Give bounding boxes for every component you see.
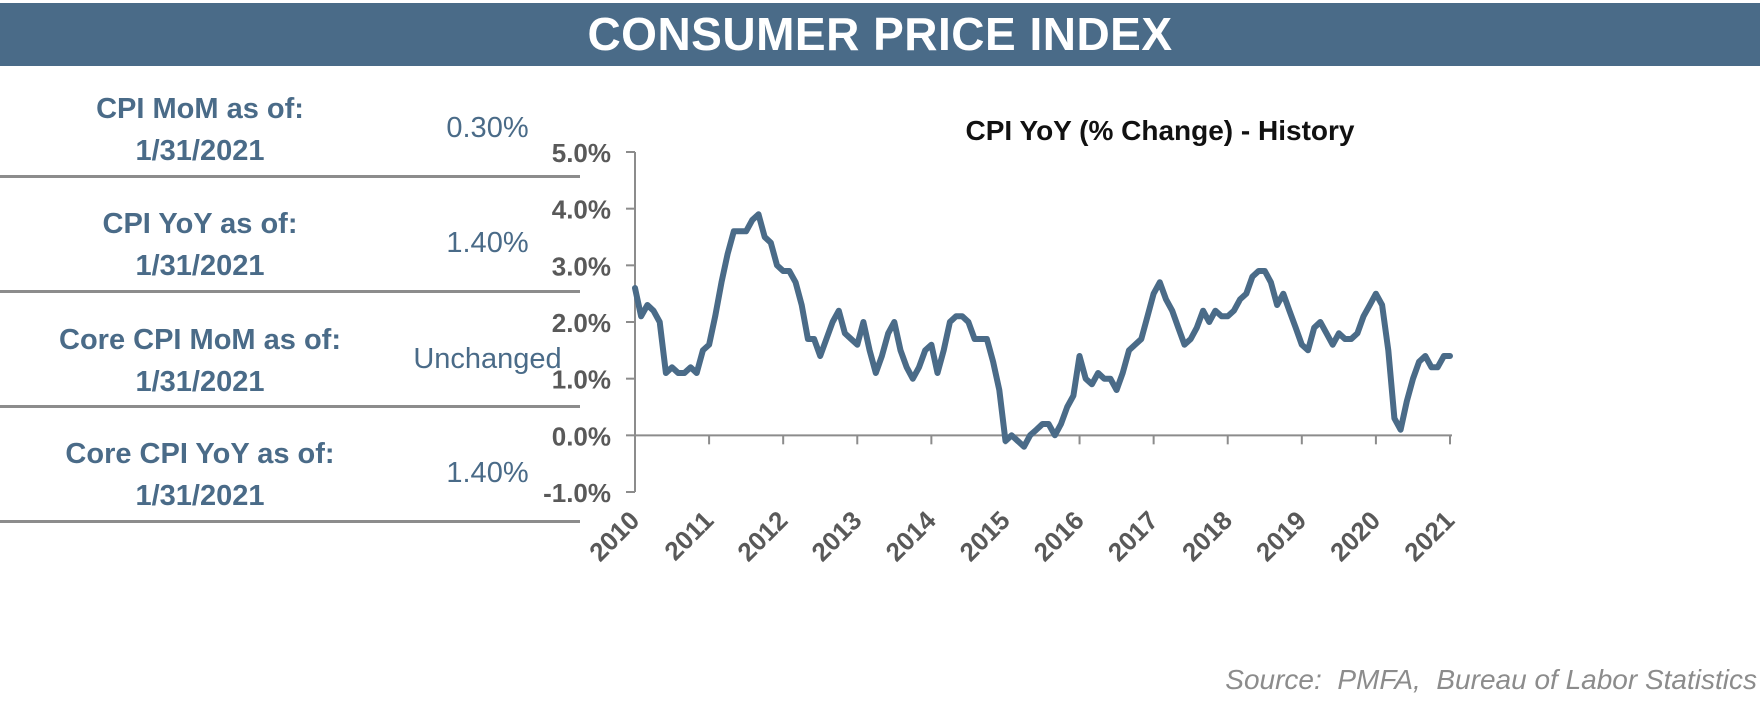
y-tick-label: -1.0% (543, 478, 611, 508)
y-tick-label: 1.0% (552, 365, 611, 395)
y-tick-label: 0.0% (552, 421, 611, 451)
source-note: Source: PMFA, Bureau of Labor Statistics (1225, 664, 1757, 695)
divider (0, 290, 580, 293)
stat-label: Core CPI MoM as of: 1/31/2021 (0, 319, 400, 403)
stat-label-line1: CPI YoY as of: (102, 208, 298, 240)
chart-series-layer (632, 211, 1453, 450)
stat-label-line1: CPI MoM as of: (96, 93, 304, 125)
x-tick-label: 2021 (1398, 505, 1460, 567)
stat-value: 0.30% (446, 112, 529, 144)
stat-value: 1.40% (446, 457, 529, 489)
x-tick-label: 2016 (1028, 505, 1090, 567)
y-tick-label: 4.0% (552, 195, 611, 225)
stat-label: CPI YoY as of: 1/31/2021 (0, 203, 400, 287)
chart-title: CPI YoY (% Change) - History (966, 115, 1355, 146)
y-tick-label: 3.0% (552, 251, 611, 281)
y-tick-label: 2.0% (552, 308, 611, 338)
stat-label-date: 1/31/2021 (135, 135, 265, 167)
divider (0, 405, 580, 408)
x-tick-label: 2011 (658, 505, 719, 566)
x-tick-label: 2018 (1176, 505, 1238, 567)
page-title: CONSUMER PRICE INDEX (0, 3, 1760, 66)
cpi-yoy-series-line (632, 211, 1453, 450)
divider (0, 520, 580, 523)
divider (0, 175, 580, 178)
x-tick-label: 2017 (1102, 505, 1164, 567)
x-tick-label: 2015 (954, 505, 1016, 567)
x-tick-label: 2013 (805, 505, 867, 567)
x-tick-label: 2019 (1250, 505, 1312, 567)
stat-row-cpi-mom: CPI MoM as of: 1/31/2021 0.30% (0, 66, 580, 194)
x-tick-label: 2012 (731, 505, 793, 567)
y-tick-label: 5.0% (552, 138, 611, 168)
chart-axes: 5.0%4.0%3.0%2.0%1.0%0.0%-1.0%2010 2011 201… (543, 138, 1460, 567)
stat-label-line1: Core CPI YoY as of: (65, 438, 335, 470)
x-tick-label: 2010 (583, 505, 645, 567)
stat-label-date: 1/31/2021 (135, 250, 265, 282)
stat-row-cpi-yoy: CPI YoY as of: 1/31/2021 1.40% (0, 180, 580, 308)
stat-label-date: 1/31/2021 (135, 366, 265, 398)
stat-value: 1.40% (446, 227, 529, 259)
x-tick-label: 2020 (1324, 505, 1386, 567)
stat-row-core-cpi-mom: Core CPI MoM as of: 1/31/2021 Unchanged (0, 295, 580, 423)
x-tick-label: 2014 (879, 505, 941, 567)
stat-label: CPI MoM as of: 1/31/2021 (0, 88, 400, 172)
stat-row-core-cpi-yoy: Core CPI YoY as of: 1/31/2021 1.40% (0, 410, 580, 538)
stat-label-line1: Core CPI MoM as of: (59, 324, 341, 356)
stat-label-date: 1/31/2021 (135, 480, 265, 512)
stat-value: Unchanged (413, 343, 562, 375)
stat-label: Core CPI YoY as of: 1/31/2021 (0, 433, 400, 517)
